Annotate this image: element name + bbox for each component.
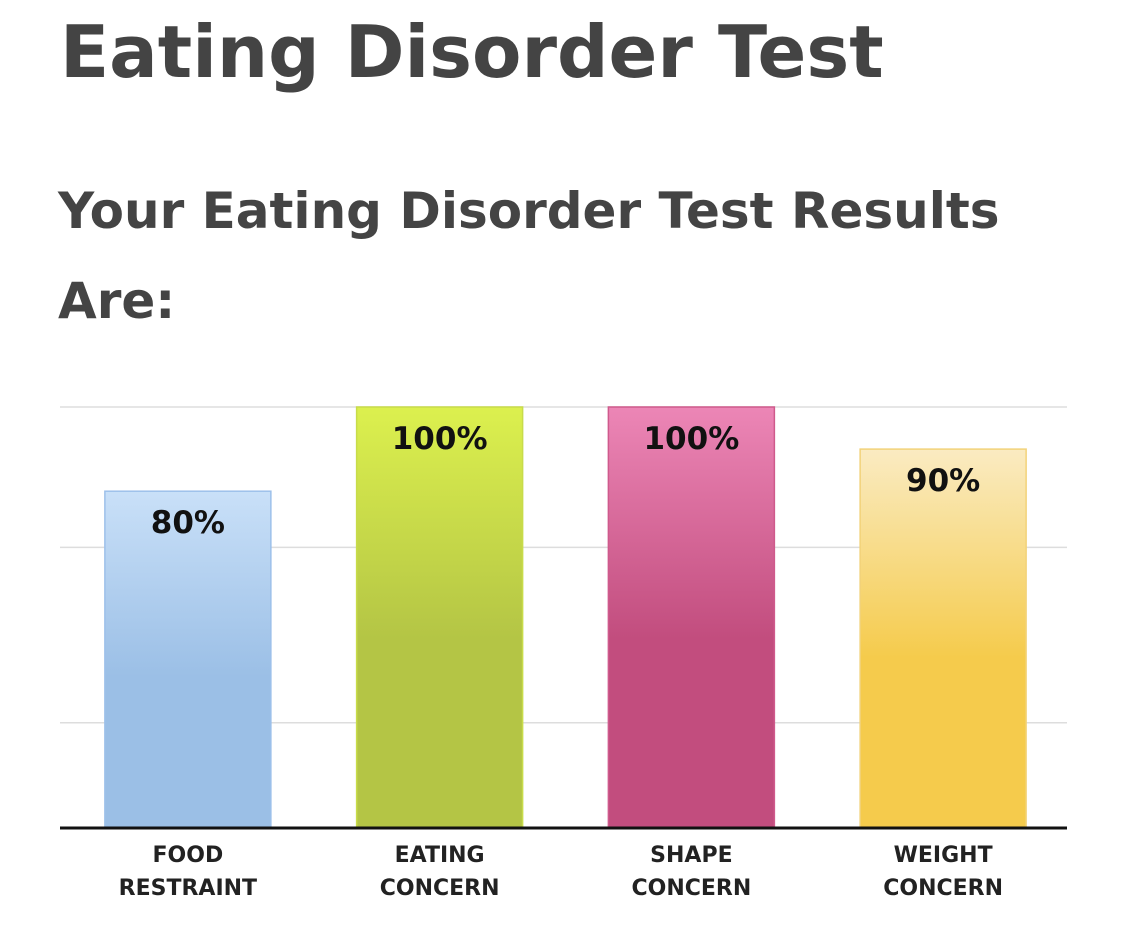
bar-weight-concern (859, 448, 1027, 829)
category-label: CONCERN (631, 876, 751, 901)
bar-food-restraint (104, 490, 272, 829)
category-label: RESTRAINT (119, 876, 257, 901)
page-title: Eating Disorder Test (60, 10, 884, 94)
bar-value-label: 100% (392, 421, 488, 457)
x-axis: FOOD RESTRAINT EATING CONCERN SHAPE CONCERN WE… (60, 826, 1067, 901)
bar-shape-concern (607, 406, 776, 829)
bar-value-label: 90% (906, 463, 980, 499)
category-label: CONCERN (883, 876, 1003, 901)
category-label: EATING (395, 843, 485, 868)
results-heading: Your Eating Disorder Test Results Are: (58, 182, 1000, 330)
category-label: SHAPE (650, 843, 732, 868)
bar-value-label: 80% (151, 505, 225, 541)
category-label: CONCERN (380, 876, 500, 901)
bar-value-label: 100% (643, 421, 739, 457)
value-labels: 80% 100% 100% 90% (151, 421, 980, 541)
bars (104, 406, 1027, 829)
category-label: WEIGHT (894, 843, 993, 868)
category-label: FOOD (153, 843, 224, 868)
bar-eating-concern (355, 406, 524, 829)
